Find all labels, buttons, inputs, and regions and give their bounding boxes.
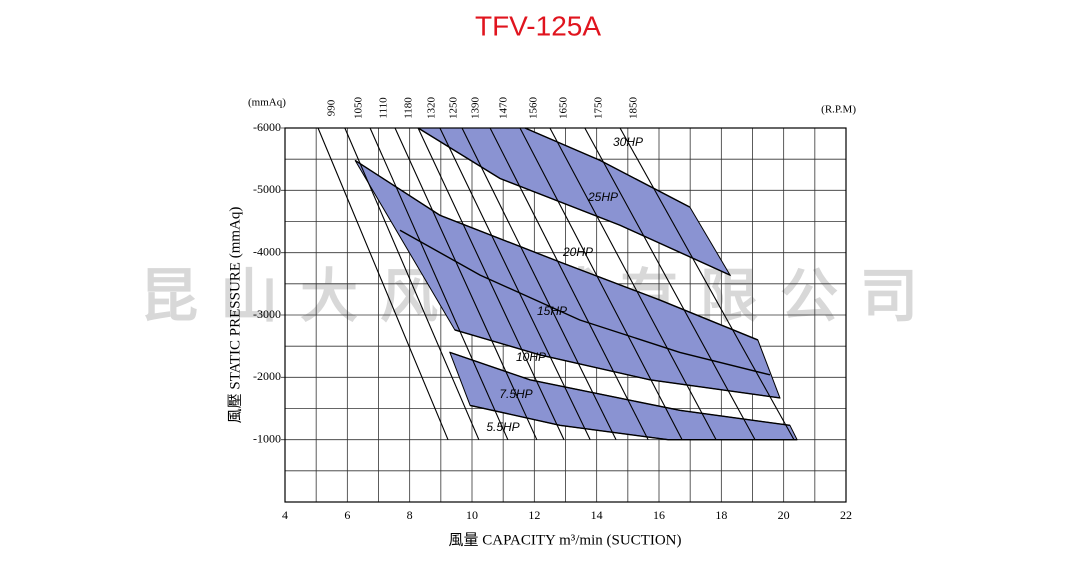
hp-curve [454, 329, 781, 399]
y-tick-label: -1000 [253, 431, 281, 445]
x-tick-label: 18 [715, 508, 727, 522]
x-tick-label: 22 [840, 508, 852, 522]
rpm-label: 1470 [498, 97, 510, 120]
rpm-label: 1850 [628, 97, 640, 120]
rpm-curve [344, 127, 480, 440]
y-tick-label: -2000 [253, 369, 281, 383]
hp-label: 15HP [537, 304, 567, 318]
y-axis-label: 風壓 STATIC PRESSURE (mmAq) [227, 207, 243, 424]
x-tick-label: 12 [528, 508, 540, 522]
rpm-label: 1650 [557, 97, 569, 120]
hp-label: 10HP [516, 350, 546, 364]
x-axis-label: 風量 CAPACITY m³/min (SUCTION) [449, 532, 682, 548]
y-tick-label: -5000 [253, 182, 281, 196]
x-tick-label: 10 [466, 508, 478, 522]
hp-label: 25HP [587, 190, 618, 204]
hp-curve [524, 127, 691, 208]
hp-label: 5.5HP [486, 420, 519, 434]
y-tick-label: -3000 [253, 307, 281, 321]
x-tick-label: 20 [778, 508, 790, 522]
rpm-curve [369, 127, 509, 440]
rpm-label: 1390 [470, 97, 482, 120]
y-tick-label: -4000 [253, 244, 281, 258]
rpm-label: 1180 [403, 97, 415, 119]
x-tick-label: 8 [407, 508, 413, 522]
rpm-label: 1320 [426, 97, 438, 120]
rpm-curve [549, 127, 717, 440]
hp-curve [417, 127, 731, 276]
rpm-label: 1560 [528, 97, 540, 120]
rpm-label: 1110 [378, 97, 390, 119]
rpm-label: 1750 [592, 97, 604, 120]
rpm-curve [417, 127, 565, 440]
y-tick-label: -6000 [253, 120, 281, 134]
hp-label: 20HP [562, 245, 593, 259]
x-tick-label: 6 [344, 508, 350, 522]
rpm-curve [519, 127, 683, 440]
x-tick-label: 16 [653, 508, 665, 522]
rpm-label: 1250 [447, 97, 459, 120]
rpm-label: 990 [326, 99, 338, 116]
rpm-curve [584, 127, 756, 440]
rpm-curve [439, 127, 591, 440]
hp-label: 30HP [613, 135, 643, 149]
rpm-curve [619, 127, 795, 440]
rpm-curve [489, 127, 649, 440]
hp-curve [354, 159, 759, 341]
rpm-curve [461, 127, 617, 440]
rpm-curve [317, 127, 449, 440]
plot-frame [284, 127, 847, 503]
hp-curve [399, 229, 771, 376]
hp-curve [469, 404, 798, 441]
y-unit: (mmAq) [248, 97, 286, 109]
rpm-label: 1050 [352, 97, 364, 120]
chart-title: TFV-125A [475, 10, 601, 41]
rpm-curve [394, 127, 538, 440]
rpm-unit: (R.P.M) [821, 104, 856, 116]
x-tick-label: 14 [591, 508, 603, 522]
hp-label: 7.5HP [499, 387, 532, 401]
hp-curve [449, 351, 790, 427]
x-tick-label: 4 [282, 508, 288, 522]
